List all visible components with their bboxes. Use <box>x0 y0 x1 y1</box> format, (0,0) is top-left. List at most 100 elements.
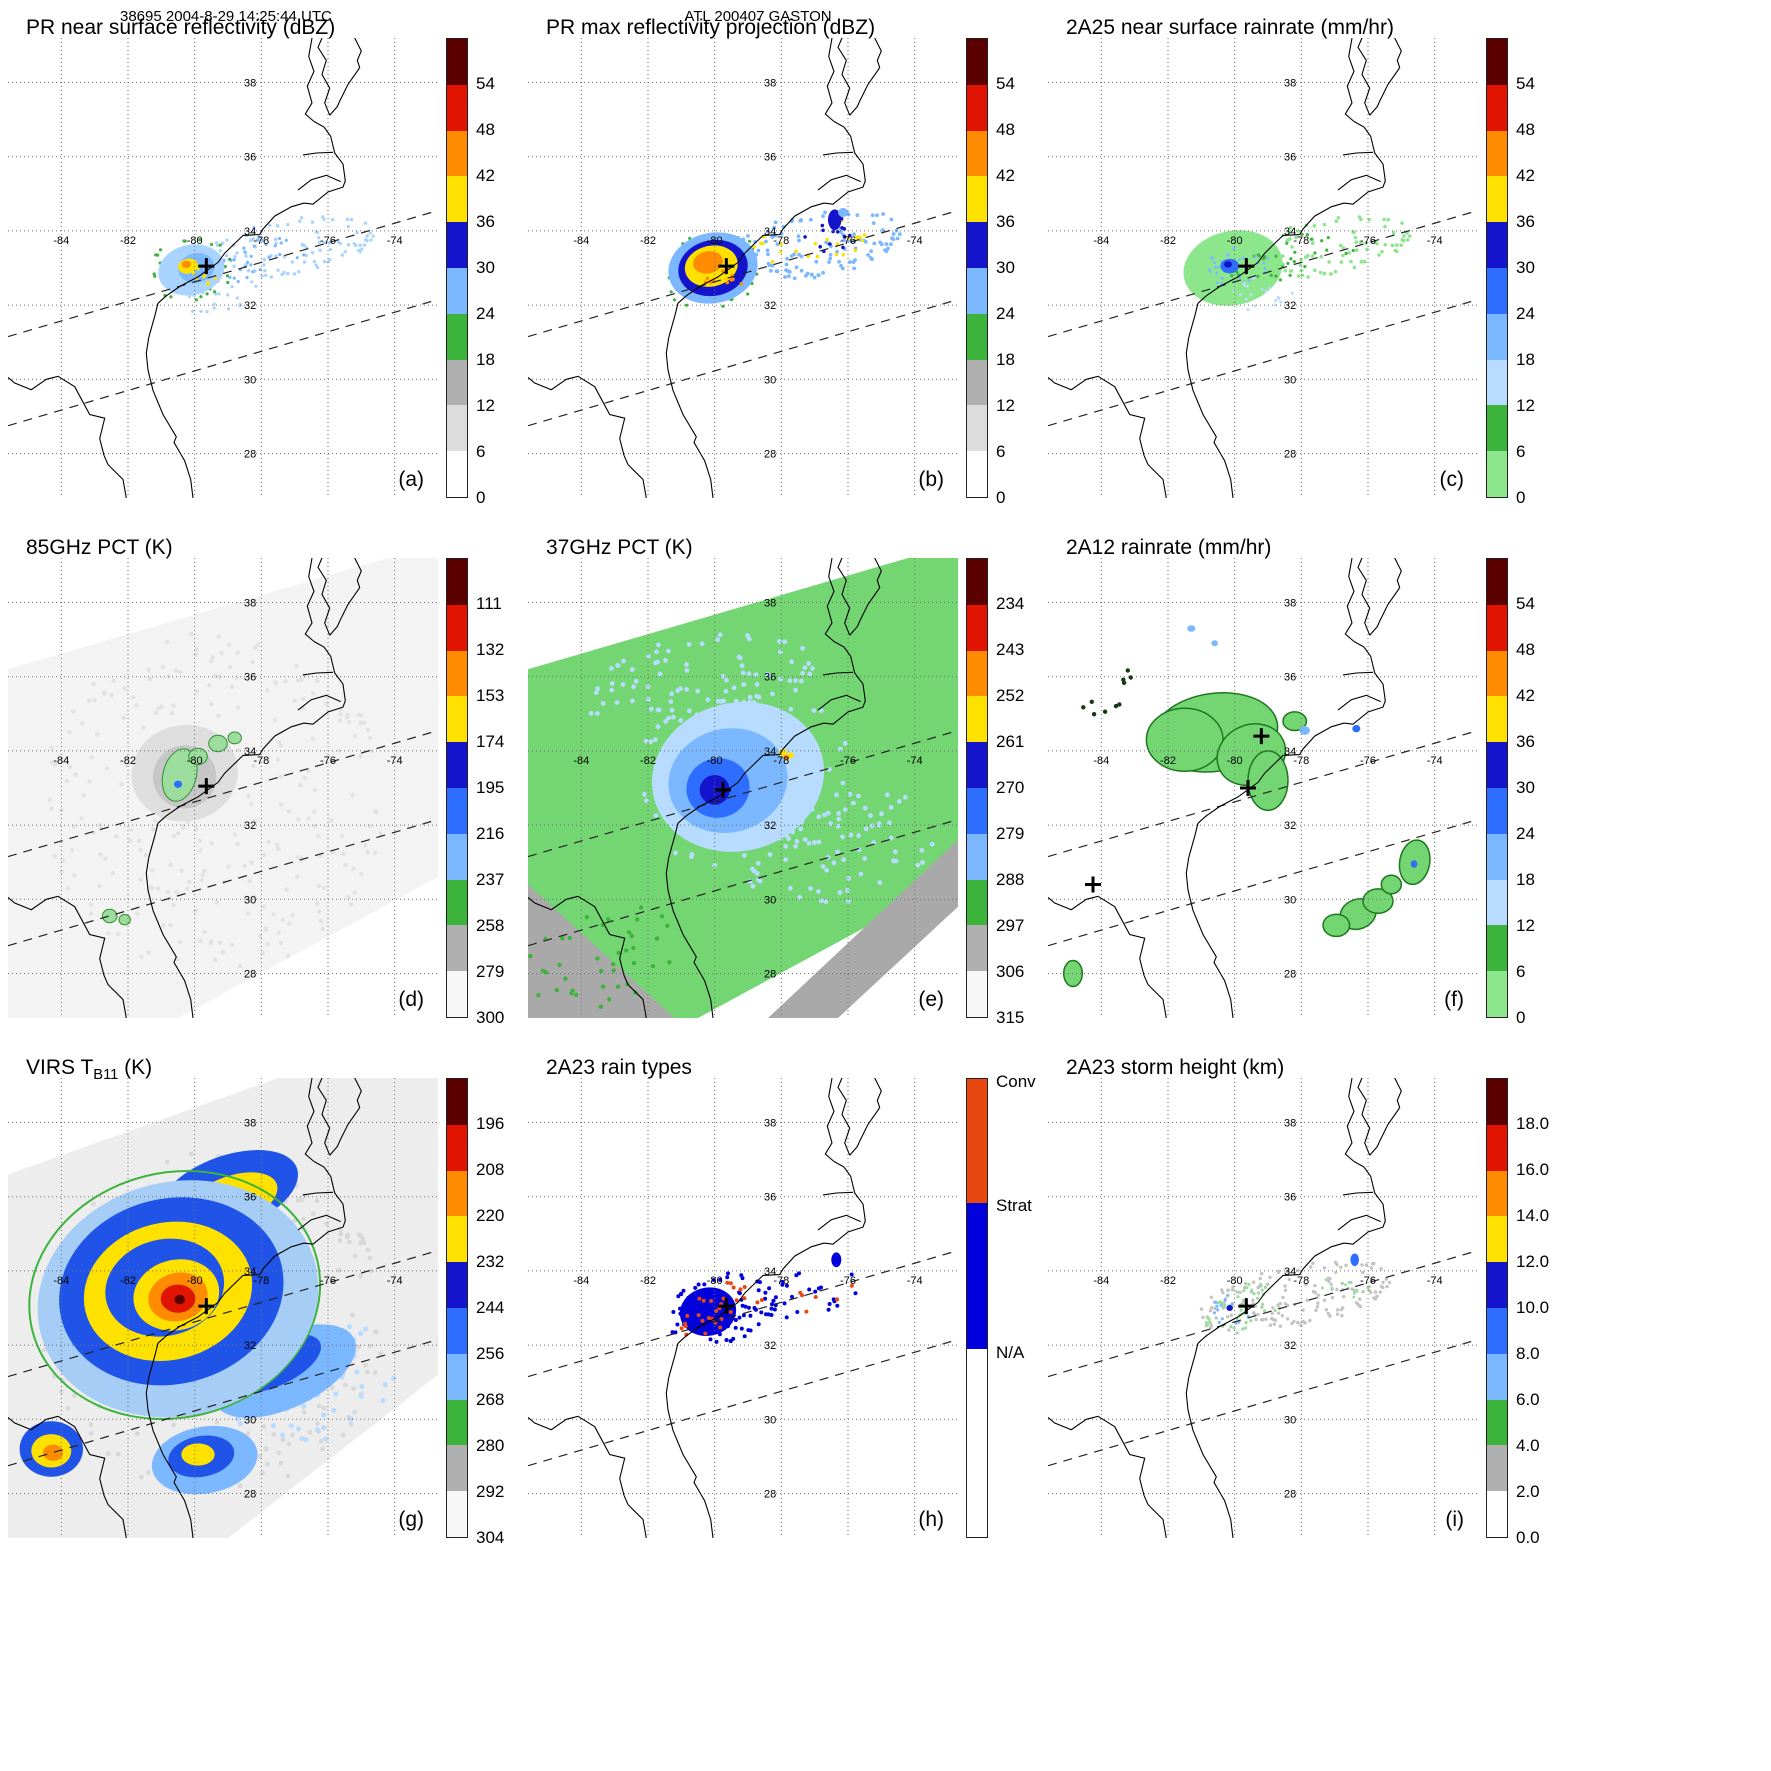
colorbar-segment <box>1487 787 1507 834</box>
lon-tick-label: -76 <box>320 1275 336 1287</box>
map-b: -84 -82 -80 -78 -76 -74 28 30 32 34 36 38 (b) <box>528 38 958 498</box>
colorbar-tick-label: 42 <box>1516 166 1535 185</box>
colorbar-segment <box>967 176 987 223</box>
colorbar-tick-label: 4.0 <box>1516 1436 1540 1455</box>
colorbar-gradient <box>1486 558 1508 1018</box>
colorbar-segment <box>967 84 987 131</box>
storm-center-marker <box>1085 876 1101 893</box>
colorbar-tick-label: 24 <box>1516 824 1535 843</box>
lon-tick-label: -82 <box>1160 755 1176 767</box>
lon-tick-label: -84 <box>1093 755 1109 767</box>
colorbar-tick-label: 18.0 <box>1516 1114 1550 1133</box>
colorbar-segment <box>447 1307 467 1354</box>
lon-tick-label: -84 <box>1093 1275 1109 1287</box>
swath-edge-lines <box>1048 1249 1478 1467</box>
lon-tick-label: -82 <box>640 1275 656 1287</box>
lat-tick-label: 32 <box>1284 300 1296 312</box>
colorbar-segment <box>1487 696 1507 743</box>
lon-tick-label: -80 <box>187 235 203 247</box>
colorbar-segment <box>447 1124 467 1171</box>
lat-tick-label: 32 <box>1284 1340 1296 1352</box>
graticule-grid <box>528 38 958 498</box>
lon-tick-label: -84 <box>53 235 69 247</box>
colorbar-segment <box>967 971 987 1017</box>
colorbar-i: 18.0 16.0 14.0 12.0 10.0 8.0 6.0 4.0 2.0 0.0 <box>1486 1078 1558 1547</box>
data-speckle <box>742 791 935 905</box>
map-c: -84 -82 -80 -78 -76 -74 28 30 32 34 36 38 (c) <box>1048 38 1478 498</box>
colorbar-segment <box>447 1445 467 1492</box>
lon-tick-label: -76 <box>1360 755 1376 767</box>
title-subscript: B11 <box>93 1067 119 1084</box>
colorbar-segment <box>967 833 987 880</box>
colorbar-segment <box>1487 222 1507 268</box>
lon-tick-label: -80 <box>1227 1275 1243 1287</box>
colorbar-tick-label: 174 <box>476 732 505 751</box>
colorbar-segment <box>967 650 987 697</box>
colorbar-tick-label: 243 <box>996 640 1025 659</box>
data-blob <box>1247 750 1289 812</box>
colorbar-segment <box>967 879 987 926</box>
map-e: -84 -82 -80 -78 -76 -74 28 30 32 34 36 38 (e) <box>528 558 958 1018</box>
colorbar-tick-label: 268 <box>476 1390 505 1409</box>
colorbar-tick-label: 12 <box>1516 396 1535 415</box>
lon-tick-label: -82 <box>120 755 136 767</box>
data-blob <box>1224 261 1232 268</box>
swath-edge-lines <box>8 1249 438 1467</box>
swath-edge-lines <box>1048 729 1478 947</box>
data-blob <box>1410 860 1418 868</box>
colorbar-segment <box>1487 313 1507 360</box>
lon-tick-label: -74 <box>1427 235 1443 247</box>
lon-tick-label: -74 <box>1427 755 1443 767</box>
lon-tick-label: -76 <box>320 755 336 767</box>
graticule-labels: -84 -82 -80 -78 -76 -74 28 30 32 34 36 38 <box>53 1118 402 1501</box>
lat-tick-label: 30 <box>244 894 256 906</box>
lon-tick-label: -74 <box>1427 1275 1443 1287</box>
colorbar-segment <box>447 1491 467 1537</box>
panel-f: 2A12 rainrate (mm/hr) -84 -82 -80 -78 -76 -74 2… <box>1040 528 1560 1048</box>
colorbar-tick-label: 153 <box>476 686 505 705</box>
panel-i: 2A23 storm height (km) -84 -82 -80 -78 -76 -74… <box>1040 1048 1560 1568</box>
colorbar-tick-label: 195 <box>476 778 505 797</box>
coastline <box>1048 38 1402 498</box>
graticule-labels: -84 -82 -80 -78 -76 -74 28 30 32 34 36 38 <box>53 598 402 981</box>
colorbar-segment <box>447 359 467 406</box>
colorbar-segment <box>967 604 987 651</box>
lon-tick-label: -78 <box>253 1275 269 1287</box>
coastline <box>528 558 882 1018</box>
colorbar-gradient <box>446 558 468 1018</box>
data-blob <box>1299 726 1310 735</box>
colorbar-a: 54 48 42 36 30 24 18 12 6 0 <box>446 38 518 507</box>
lat-tick-label: 28 <box>764 1489 776 1501</box>
colorbar-segment <box>967 559 987 605</box>
title-text: VIRS T <box>26 1056 94 1079</box>
lon-tick-label: -78 <box>253 235 269 247</box>
colorbar-tick-label: 54 <box>1516 594 1535 613</box>
panel-a: PR near surface reflectivity (dBZ) -84 -82… <box>0 8 520 528</box>
data-blob <box>1226 1305 1233 1311</box>
panel-letter-a: (a) <box>398 468 424 491</box>
graticule-grid <box>1048 1078 1478 1538</box>
data-layer <box>1199 1253 1392 1335</box>
lat-tick-label: 28 <box>764 449 776 461</box>
lon-tick-label: -84 <box>1093 235 1109 247</box>
data-speckle <box>685 1280 764 1325</box>
data-blob <box>1352 724 1361 733</box>
title-text: PR max reflectivity projection (dBZ) <box>546 16 876 39</box>
lat-tick-label: 32 <box>764 300 776 312</box>
colorbar-segment <box>1487 1170 1507 1217</box>
colorbar-segment <box>967 267 987 314</box>
lat-tick-label: 38 <box>1284 1118 1296 1130</box>
graticule-labels: -84 -82 -80 -78 -76 -74 28 30 32 34 36 38 <box>573 1118 922 1501</box>
colorbar-segment <box>447 267 467 314</box>
lat-tick-label: 30 <box>764 1414 776 1426</box>
lat-tick-label: 28 <box>1284 449 1296 461</box>
colorbar-segment <box>1487 742 1507 788</box>
data-layer <box>8 1078 438 1538</box>
lon-tick-label: -74 <box>907 1275 923 1287</box>
colorbar-tick-label: 132 <box>476 640 505 659</box>
data-layer <box>1062 625 1431 988</box>
data-speckle <box>528 905 672 1009</box>
lon-tick-label: -80 <box>707 1275 723 1287</box>
colorbar-tick-label: 12 <box>1516 916 1535 935</box>
lon-tick-label: -78 <box>773 755 789 767</box>
